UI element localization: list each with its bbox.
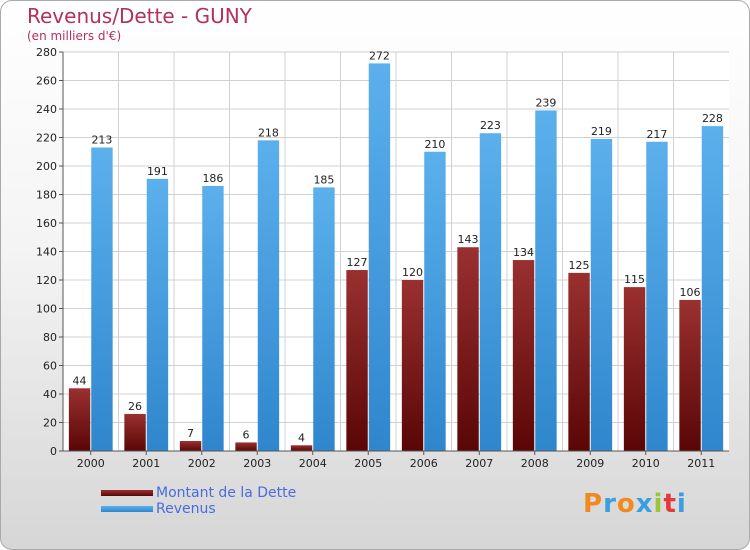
value-label-dette-2008: 134 <box>513 246 534 259</box>
x-tick-label-2004: 2004 <box>299 457 327 470</box>
y-tick-label: 260 <box>36 75 57 88</box>
value-label-dette-2007: 143 <box>458 233 479 246</box>
logo-letter: P <box>583 489 604 519</box>
value-label-dette-2011: 106 <box>680 286 701 299</box>
y-tick-label: 80 <box>43 331 57 344</box>
bar-dette-2003 <box>235 442 257 451</box>
bar-dette-2001 <box>124 413 146 451</box>
value-label-revenus-2002: 186 <box>202 172 223 185</box>
legend-swatch-dette <box>101 490 153 496</box>
axes: 0 20 40 60 80 100 120 140 160 180 200 220 240 260 280 2… <box>36 46 729 470</box>
value-label-dette-2005: 127 <box>347 256 368 269</box>
value-label-revenus-2008: 239 <box>535 96 556 109</box>
bars: 44 213 26 191 7 186 6 218 4 185 127 272 120 210 143 223… <box>68 49 724 452</box>
x-tick-label-2003: 2003 <box>243 457 271 470</box>
logo-letter: i <box>653 489 664 519</box>
proxiti-logo: Proxiti <box>583 489 687 519</box>
x-tick-label-2010: 2010 <box>632 457 660 470</box>
bar-dette-2011 <box>679 299 701 451</box>
y-tick-label: 140 <box>36 246 57 259</box>
value-label-revenus-2004: 185 <box>313 173 334 186</box>
y-tick-label: 40 <box>43 388 57 401</box>
bar-revenus-2005 <box>368 63 391 452</box>
legend-swatch-revenus <box>101 506 153 512</box>
y-tick-label: 220 <box>36 132 57 145</box>
bar-revenus-2000 <box>91 147 113 451</box>
value-label-revenus-2006: 210 <box>424 138 445 151</box>
logo-letter: o <box>616 489 636 519</box>
bar-revenus-2003 <box>257 140 280 451</box>
chart-title: Revenus/Dette - GUNY <box>27 4 252 28</box>
value-label-revenus-2010: 217 <box>646 128 667 141</box>
bar-dette-2010 <box>623 287 646 451</box>
value-label-dette-2001: 26 <box>128 400 142 413</box>
bar-dette-2008 <box>512 260 535 451</box>
x-tick-label-2011: 2011 <box>687 457 715 470</box>
bar-revenus-2002 <box>202 185 224 451</box>
value-label-dette-2009: 125 <box>569 259 590 272</box>
y-tick-label: 20 <box>43 417 57 430</box>
bar-revenus-2001 <box>146 178 169 451</box>
value-label-revenus-2001: 191 <box>147 165 168 178</box>
bar-dette-2002 <box>179 441 202 451</box>
y-tick-label: 240 <box>36 103 57 116</box>
value-label-revenus-2011: 228 <box>702 112 723 125</box>
bar-revenus-2010 <box>646 141 668 451</box>
legend-label-revenus: Revenus <box>156 501 216 517</box>
y-tick-label: 0 <box>50 445 57 458</box>
value-label-dette-2006: 120 <box>402 266 423 279</box>
value-label-revenus-2003: 218 <box>258 126 279 139</box>
bar-revenus-2009 <box>590 138 613 452</box>
x-tick-label-2009: 2009 <box>576 457 604 470</box>
x-tick-label-2007: 2007 <box>465 457 493 470</box>
bar-dette-2005 <box>346 270 368 451</box>
logo-letter: r <box>603 489 617 519</box>
legend-label-dette: Montant de la Dette <box>156 485 297 501</box>
logo-letter: x <box>635 489 654 519</box>
bar-revenus-2004 <box>313 187 335 451</box>
value-label-dette-2003: 6 <box>243 428 250 441</box>
x-tick-label-2000: 2000 <box>77 457 105 470</box>
bar-revenus-2011 <box>701 126 724 451</box>
value-label-revenus-2009: 219 <box>591 125 612 138</box>
y-tick-label: 60 <box>43 360 57 373</box>
value-label-dette-2010: 115 <box>624 273 645 286</box>
bar-dette-2007 <box>457 247 479 451</box>
gridlines <box>63 51 729 452</box>
y-tick-label: 200 <box>36 160 57 173</box>
value-label-dette-2002: 7 <box>187 427 194 440</box>
bar-dette-2009 <box>568 272 590 451</box>
logo-letter: t <box>663 489 677 519</box>
bar-dette-2000 <box>68 388 91 451</box>
chart-subtitle: (en milliers d'€) <box>27 29 122 43</box>
y-tick-label: 160 <box>36 217 57 230</box>
value-label-revenus-2005: 272 <box>369 49 390 62</box>
bar-revenus-2008 <box>535 110 557 452</box>
bar-dette-2004 <box>290 445 313 451</box>
y-tick-label: 180 <box>36 189 57 202</box>
x-tick-label-2001: 2001 <box>132 457 160 470</box>
value-label-dette-2000: 44 <box>73 374 87 387</box>
logo-letter: i <box>676 489 687 519</box>
y-tick-label: 100 <box>36 303 57 316</box>
x-tick-label-2008: 2008 <box>521 457 549 470</box>
x-tick-label-2002: 2002 <box>188 457 216 470</box>
x-tick-label-2006: 2006 <box>410 457 438 470</box>
value-label-revenus-2000: 213 <box>91 133 112 146</box>
bar-revenus-2007 <box>479 133 502 451</box>
y-tick-label: 120 <box>36 274 57 287</box>
x-tick-label-2005: 2005 <box>354 457 382 470</box>
value-label-dette-2004: 4 <box>298 431 305 444</box>
y-tick-label: 280 <box>36 46 57 59</box>
bar-revenus-2006 <box>424 151 446 451</box>
bar-dette-2006 <box>401 280 424 451</box>
value-label-revenus-2007: 223 <box>480 119 501 132</box>
